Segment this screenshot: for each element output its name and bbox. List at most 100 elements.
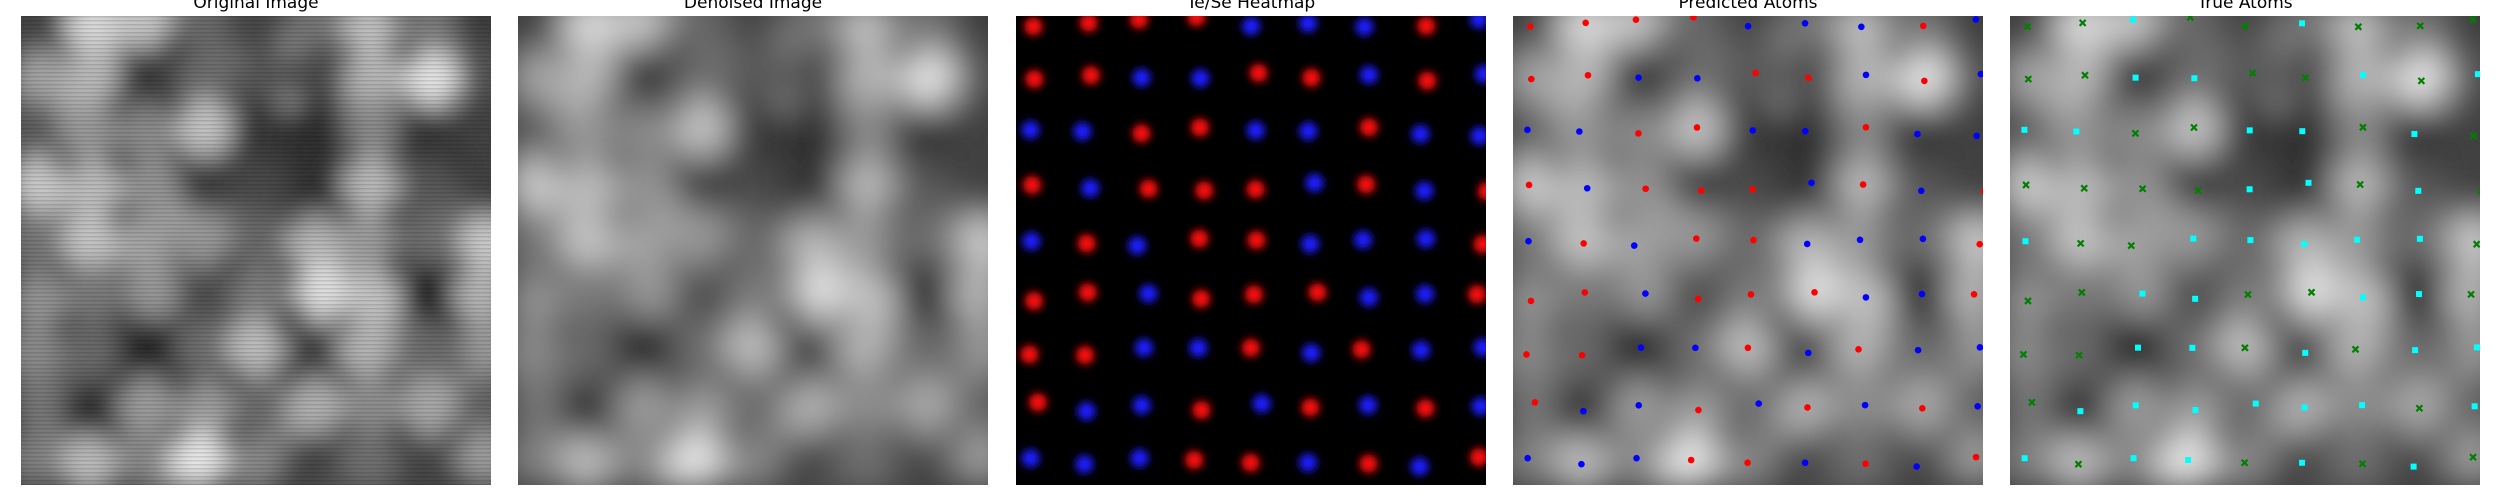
heat-spot: [1471, 397, 1486, 416]
atom-blob: [672, 48, 733, 109]
predicted-atom: [1525, 181, 1533, 189]
heat-spot: [1470, 448, 1486, 467]
predicted-atom: [1808, 179, 1815, 187]
heat-spot: [1076, 346, 1095, 365]
true-atom-te: [2129, 16, 2136, 23]
atom-blob: [897, 378, 958, 439]
predicted-atom: [1582, 19, 1589, 27]
atom-blob: [1949, 214, 1983, 275]
true-atom-te: [2299, 459, 2306, 466]
true-atom-se: [2358, 459, 2367, 468]
atom-blob: [613, 375, 674, 436]
heat-spot: [1359, 454, 1378, 473]
heat-spot: [1192, 289, 1211, 308]
atom-blob: [1513, 211, 1559, 272]
true-atom-te: [2189, 344, 2196, 351]
heat-spot: [1021, 120, 1040, 139]
atom-blob: [1555, 16, 1616, 53]
atom-blob: [673, 268, 734, 329]
heat-spot: [1132, 68, 1151, 87]
predicted-atom: [1919, 235, 1927, 243]
predicted-atom: [1801, 459, 1809, 467]
atom-blob: [558, 381, 619, 442]
true-atom-te: [2299, 20, 2306, 27]
predicted-atom: [1531, 399, 1539, 406]
heat-spot: [1078, 283, 1097, 302]
true-atom-te: [2359, 402, 2366, 409]
heat-spot: [1415, 285, 1434, 304]
predicted-atom: [1525, 237, 1532, 245]
atom-blob: [1947, 376, 1983, 437]
true-atom-te: [2301, 404, 2308, 411]
predicted-atom: [1976, 240, 1983, 248]
atom-blob: [2010, 428, 2055, 485]
predicted-atom: [1972, 453, 1980, 461]
true-atom-te: [2246, 127, 2253, 134]
atom-blob: [673, 380, 734, 441]
atom-blob: [1551, 434, 1612, 485]
image-background: [1016, 16, 1486, 485]
true-atom-se: [2416, 22, 2425, 30]
heat-spot: [1410, 457, 1429, 476]
atom-blob: [613, 47, 674, 108]
panel: [1513, 16, 1983, 485]
heat-spot: [1132, 124, 1151, 143]
heat-spot: [1195, 181, 1214, 200]
heat-spot: [1299, 16, 1318, 33]
atom-blob: [2443, 427, 2480, 485]
heat-spot: [1305, 173, 1324, 192]
predicted-atom: [1578, 351, 1586, 359]
heat-spot: [1473, 338, 1486, 357]
atom-blob: [518, 49, 567, 110]
predicted-atom: [1913, 463, 1920, 470]
true-atom-se: [2081, 71, 2089, 80]
heat-spot: [1242, 17, 1261, 36]
atom-blob: [892, 103, 953, 164]
atom-blob: [782, 213, 843, 274]
predicted-atom: [1524, 126, 1531, 134]
atom-blob: [560, 16, 621, 53]
atom-blob: [518, 372, 570, 433]
true-atom-se: [2186, 16, 2195, 22]
atom-blob: [838, 154, 899, 215]
predicted-atom: [1584, 71, 1592, 79]
atom-blob: [2441, 264, 2480, 325]
heat-spot: [1469, 16, 1486, 29]
atom-blob: [518, 428, 563, 485]
true-atom-se: [2467, 290, 2475, 299]
atom-blob: [1717, 432, 1778, 485]
predicted-atom: [1694, 74, 1701, 82]
heat-spot: [1189, 338, 1208, 357]
atom-blob: [893, 320, 954, 381]
atom-blob: [518, 154, 565, 215]
predicted-atom: [1862, 71, 1870, 79]
atom-blob: [556, 434, 617, 485]
true-atom-te: [2410, 463, 2417, 470]
predicted-atom: [1804, 404, 1811, 411]
atom-blob: [2010, 324, 2054, 385]
true-atom-te: [2354, 236, 2361, 243]
atom-blob: [610, 16, 671, 50]
predicted-atom: [1747, 291, 1755, 298]
atom-blob: [1513, 372, 1565, 433]
heat-spot: [1081, 66, 1100, 85]
atom-blob: [949, 264, 988, 325]
atom-blob: [611, 428, 672, 485]
true-atom-se: [2415, 404, 2424, 413]
atom-blob: [562, 158, 623, 219]
heat-spot: [1129, 16, 1148, 29]
atom-blob: [840, 433, 901, 485]
predicted-atom: [1635, 74, 1642, 81]
true-atom-se: [2241, 344, 2249, 352]
true-atom-se: [2075, 351, 2083, 359]
heat-spot: [1077, 234, 1096, 253]
heat-spot: [1192, 401, 1211, 420]
predicted-atom: [1693, 235, 1700, 242]
heat-spot: [1073, 122, 1092, 141]
heat-spot: [1187, 16, 1206, 27]
atom-blob: [783, 47, 844, 108]
predicted-atom: [1861, 401, 1869, 409]
atom-blob: [730, 42, 791, 103]
atom-blob: [2444, 376, 2480, 437]
